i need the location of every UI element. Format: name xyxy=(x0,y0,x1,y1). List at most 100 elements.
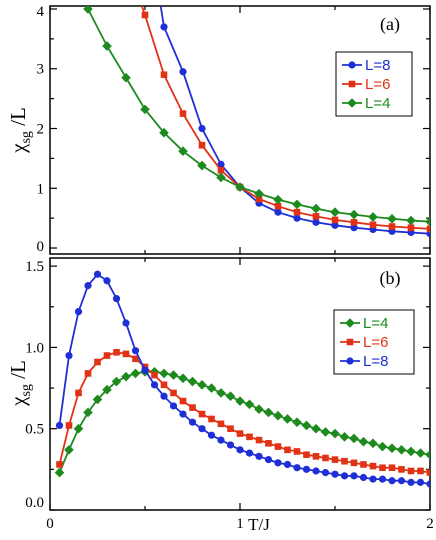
data-point-l4 xyxy=(159,368,169,379)
data-point-l6 xyxy=(170,389,177,397)
x-tick-label: 1 xyxy=(236,516,244,532)
legend-label: L=6 xyxy=(365,76,390,93)
data-point-l8 xyxy=(93,270,102,278)
data-point-l6 xyxy=(293,448,301,455)
data-point-l8 xyxy=(103,277,111,285)
data-point-l6 xyxy=(407,224,415,232)
data-point-l4 xyxy=(396,445,407,455)
data-point-l4 xyxy=(187,376,198,387)
data-point-l4 xyxy=(102,41,112,51)
data-point-l4 xyxy=(282,414,293,424)
data-point-l8 xyxy=(141,366,149,374)
data-point-l4 xyxy=(406,215,416,226)
plot-frame xyxy=(49,257,431,511)
data-point-l4 xyxy=(349,209,359,220)
data-point-l4 xyxy=(358,436,369,447)
data-point-l6 xyxy=(198,410,206,418)
data-point-l6 xyxy=(426,469,430,476)
data-point-l6 xyxy=(303,451,310,459)
data-point-l4 xyxy=(130,368,141,379)
data-point-l6 xyxy=(331,456,339,463)
data-point-l8 xyxy=(312,218,320,226)
data-point-l8 xyxy=(150,381,159,389)
data-point-l6 xyxy=(227,425,234,433)
data-point-l8 xyxy=(397,477,406,485)
data-point-l8 xyxy=(217,436,225,444)
data-point-l4 xyxy=(254,404,264,414)
x-tick-label: 0 xyxy=(46,516,54,532)
data-point-l6 xyxy=(198,141,206,149)
data-point-l6 xyxy=(122,350,130,358)
data-point-l6 xyxy=(350,459,358,467)
series-group xyxy=(54,270,430,488)
data-point-l8 xyxy=(331,470,339,478)
panel-label: (b) xyxy=(380,268,401,289)
data-point-l8 xyxy=(169,402,178,410)
series-group xyxy=(83,6,430,238)
y-axis-title: χsg /L xyxy=(6,360,34,407)
y-tick-label: 1 xyxy=(37,181,45,197)
data-point-l8 xyxy=(340,472,349,480)
data-point-l4 xyxy=(216,172,226,183)
data-point-l4 xyxy=(320,427,331,437)
data-point-l6 xyxy=(141,11,149,19)
data-point-l6 xyxy=(284,446,291,454)
data-point-l4 xyxy=(64,445,74,455)
data-point-l4 xyxy=(178,146,188,157)
data-point-l6 xyxy=(160,71,168,79)
data-point-l6 xyxy=(322,454,329,462)
series-line-l8 xyxy=(58,273,430,485)
data-point-l4 xyxy=(292,417,302,428)
data-point-l6 xyxy=(379,464,386,472)
data-point-l6 xyxy=(312,453,320,460)
legend: L=4 L=6 L=8 xyxy=(333,309,415,375)
data-point-l4 xyxy=(225,391,236,401)
legend-marker xyxy=(346,357,354,365)
legend-label: L=4 xyxy=(363,315,388,332)
legend-label: L=8 xyxy=(363,353,388,370)
data-point-l6 xyxy=(274,443,282,450)
series-line-l6 xyxy=(58,351,430,474)
data-point-l6 xyxy=(312,213,320,220)
data-point-l6 xyxy=(388,464,396,472)
data-point-l6 xyxy=(189,404,196,411)
legend-marker xyxy=(346,338,354,346)
data-point-l8 xyxy=(283,460,292,469)
data-point-l8 xyxy=(293,214,301,222)
data-point-l4 xyxy=(292,199,302,210)
data-point-l6 xyxy=(350,219,358,226)
data-point-l4 xyxy=(121,72,131,83)
data-point-l4 xyxy=(301,420,312,431)
data-point-l8 xyxy=(65,351,73,360)
data-point-l6 xyxy=(360,461,367,468)
data-point-l6 xyxy=(246,433,253,441)
data-point-l8 xyxy=(179,410,187,418)
data-point-l6 xyxy=(293,208,301,216)
data-point-l8 xyxy=(188,418,197,426)
data-point-l4 xyxy=(330,207,340,217)
data-point-l6 xyxy=(236,430,244,437)
data-point-l8 xyxy=(331,221,339,229)
data-point-l4 xyxy=(102,384,112,395)
data-point-l4 xyxy=(235,396,245,406)
data-point-l8 xyxy=(84,282,92,290)
legend-label: L=4 xyxy=(365,95,390,112)
data-point-l6 xyxy=(84,370,92,377)
series-line-l4 xyxy=(58,370,430,473)
x-axis-title: T/J xyxy=(248,515,270,534)
data-point-l8 xyxy=(407,478,415,486)
data-point-l4 xyxy=(339,432,350,442)
data-point-l8 xyxy=(274,208,282,216)
data-point-l8 xyxy=(160,392,168,400)
data-point-l6 xyxy=(160,381,168,389)
data-point-l6 xyxy=(75,389,82,397)
data-point-l8 xyxy=(293,464,301,472)
data-point-l4 xyxy=(111,376,122,387)
data-point-l8 xyxy=(388,477,396,485)
y-axis-title: χsg /L xyxy=(6,107,34,154)
data-point-l4 xyxy=(311,203,321,214)
data-point-l6 xyxy=(208,415,215,423)
data-point-l8 xyxy=(198,425,206,433)
data-point-l6 xyxy=(103,352,111,359)
